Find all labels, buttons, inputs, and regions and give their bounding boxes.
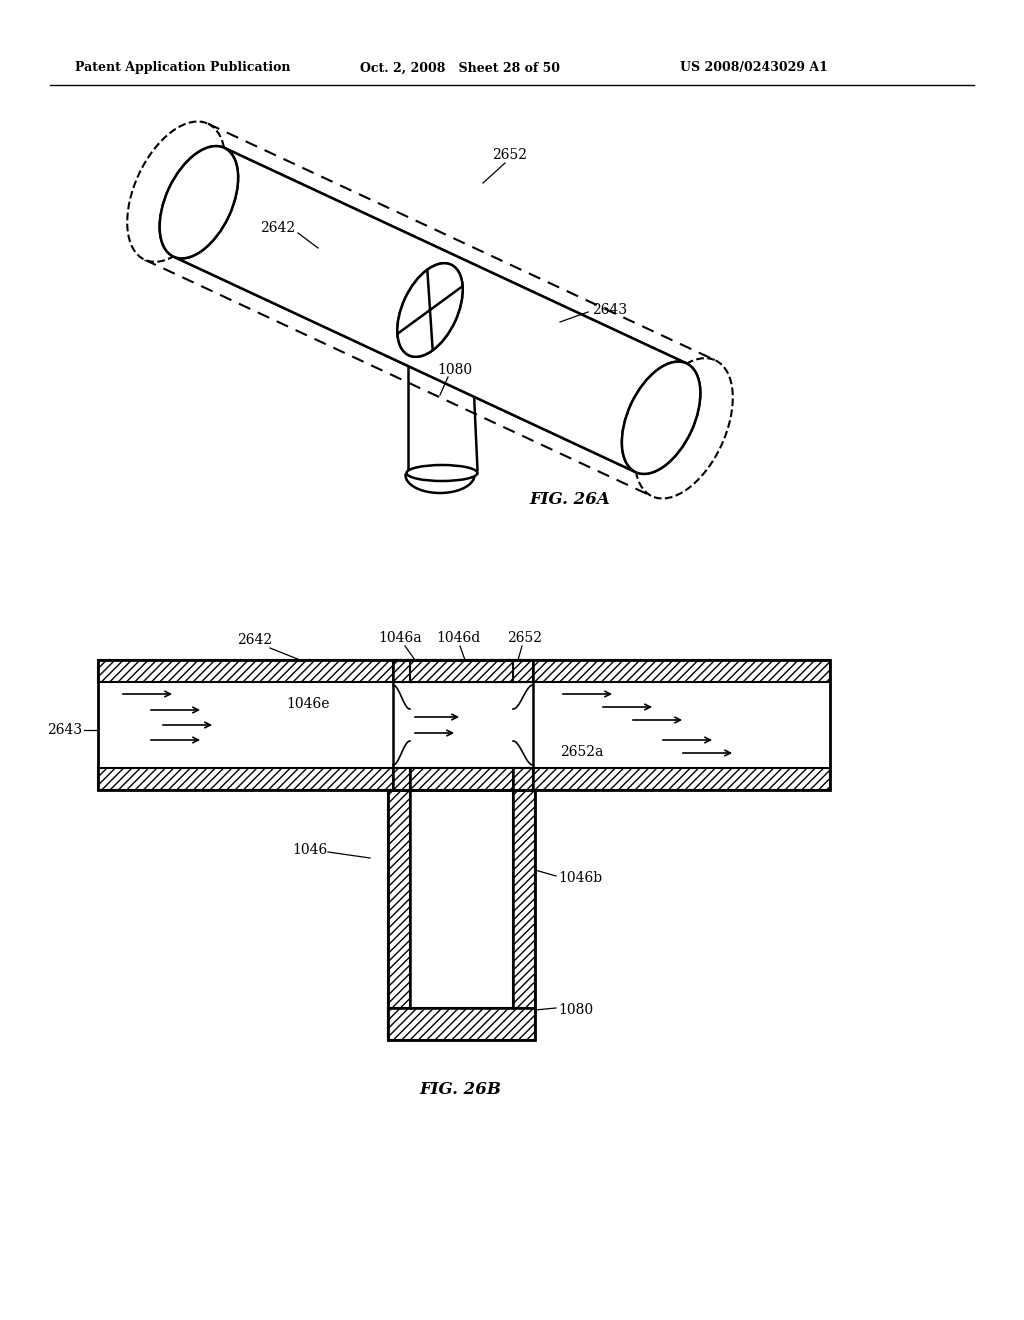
- Text: 1080: 1080: [558, 1003, 593, 1016]
- Ellipse shape: [622, 362, 700, 474]
- Polygon shape: [173, 148, 686, 473]
- Text: FIG. 26A: FIG. 26A: [529, 491, 610, 508]
- Ellipse shape: [635, 358, 733, 499]
- Bar: [393, 660, 534, 789]
- Text: US 2008/0243029 A1: US 2008/0243029 A1: [680, 62, 827, 74]
- Bar: [513, 789, 535, 1040]
- Text: 2643: 2643: [593, 304, 628, 317]
- Bar: [98, 682, 830, 768]
- Ellipse shape: [160, 147, 239, 259]
- Ellipse shape: [160, 147, 239, 259]
- Text: 2642: 2642: [238, 634, 272, 647]
- Ellipse shape: [127, 121, 225, 261]
- Bar: [393, 660, 534, 682]
- Text: FIG. 26B: FIG. 26B: [419, 1081, 501, 1098]
- Text: 1046d: 1046d: [436, 631, 480, 645]
- Text: 1080: 1080: [437, 363, 472, 378]
- Text: 1046a: 1046a: [378, 631, 422, 645]
- Bar: [393, 768, 534, 789]
- Bar: [388, 789, 410, 1040]
- Text: 1046: 1046: [293, 843, 328, 857]
- Text: Oct. 2, 2008   Sheet 28 of 50: Oct. 2, 2008 Sheet 28 of 50: [360, 62, 560, 74]
- Text: 1046e: 1046e: [287, 697, 330, 711]
- Bar: [98, 660, 830, 682]
- Text: 2652a: 2652a: [560, 744, 603, 759]
- Ellipse shape: [397, 263, 463, 356]
- Bar: [388, 789, 535, 1040]
- Text: 2643: 2643: [47, 723, 82, 737]
- Bar: [98, 660, 830, 789]
- Bar: [98, 768, 830, 789]
- Ellipse shape: [622, 362, 700, 474]
- Ellipse shape: [407, 465, 477, 480]
- Text: Patent Application Publication: Patent Application Publication: [75, 62, 291, 74]
- Ellipse shape: [397, 263, 463, 356]
- Bar: [388, 1008, 535, 1040]
- Text: 1046b: 1046b: [558, 871, 602, 884]
- Text: 2642: 2642: [260, 220, 296, 235]
- Text: 2652: 2652: [508, 631, 543, 645]
- Text: 2652: 2652: [493, 148, 527, 162]
- Bar: [410, 789, 513, 1008]
